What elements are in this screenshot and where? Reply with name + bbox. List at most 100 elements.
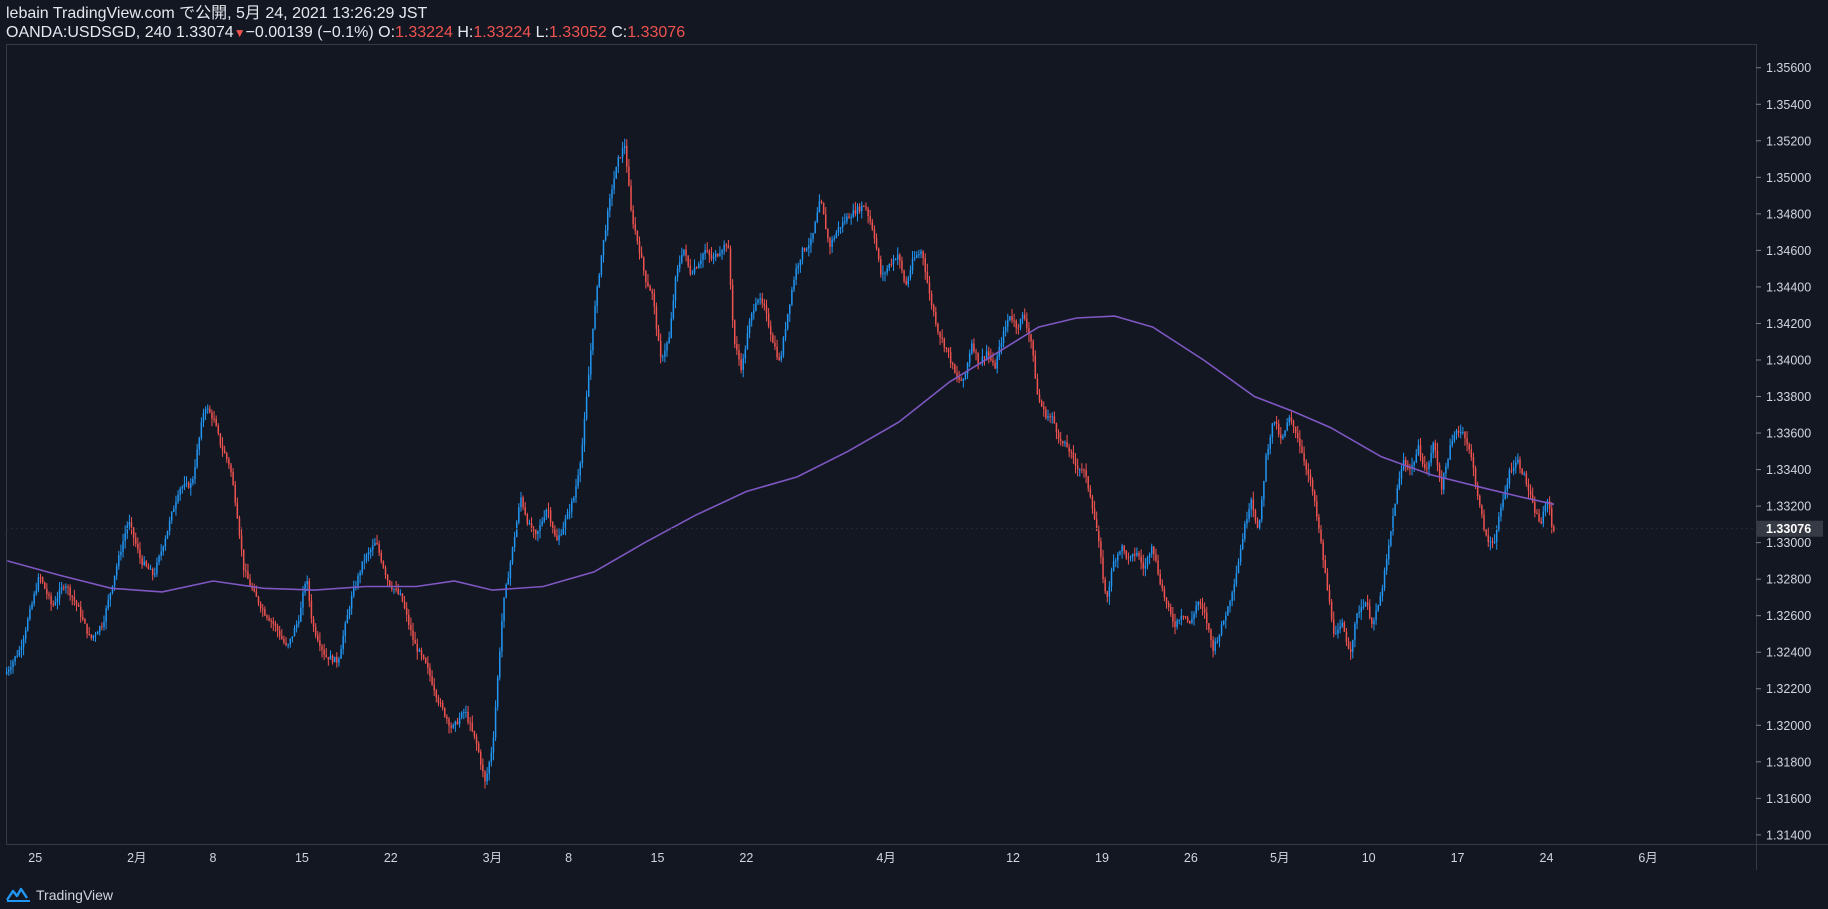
price-tick-label: 1.33200 <box>1766 500 1811 514</box>
candle-body <box>1379 596 1382 606</box>
footer-brand[interactable]: TradingView <box>36 887 114 903</box>
candle-body <box>107 599 109 609</box>
candle-body <box>1017 327 1020 329</box>
candle-body <box>314 626 317 636</box>
time-tick-label: 3月 <box>483 851 502 865</box>
candle-body <box>1184 616 1187 618</box>
candle-body <box>1548 501 1551 509</box>
last-price-label: 1.33076 <box>1766 522 1811 536</box>
candle-body <box>803 248 806 251</box>
candle-body <box>196 449 198 467</box>
candle-body <box>1398 478 1401 489</box>
tradingview-logo-icon[interactable] <box>6 887 32 903</box>
candle-body <box>226 453 228 459</box>
candle-body <box>380 552 383 562</box>
candle-body <box>382 561 385 568</box>
price-tick-label: 1.34000 <box>1766 353 1811 367</box>
candle-body <box>518 507 520 523</box>
candle-body <box>24 630 27 639</box>
time-axis[interactable]: 25 2月 8 15 22 3月 8 15 22 4月 12 19 26 5月 10 17 24 6月 <box>28 851 1658 865</box>
candle-body <box>151 568 154 575</box>
candle-body <box>232 472 234 485</box>
candle-body <box>156 562 158 574</box>
candle-body <box>789 304 791 314</box>
candle-body <box>799 259 802 266</box>
candle-body <box>668 337 670 343</box>
candle-body <box>1216 641 1219 643</box>
candle-body <box>613 178 615 190</box>
price-tick-label: 1.32600 <box>1766 609 1811 623</box>
candle-body <box>528 523 531 525</box>
candle-body <box>405 607 408 615</box>
candle-body <box>460 712 463 718</box>
candle-body <box>223 450 226 454</box>
candle-body <box>1474 468 1477 485</box>
candle-body <box>556 535 558 541</box>
candle-body <box>340 648 342 659</box>
candle-body <box>797 265 799 269</box>
candle-body <box>1026 318 1028 329</box>
candle-body <box>937 323 939 333</box>
candle-body <box>183 483 186 487</box>
candle-body <box>1167 603 1170 607</box>
candle-body <box>494 707 497 738</box>
candle-body <box>545 509 548 518</box>
candle-body <box>566 512 569 519</box>
candle-body <box>79 606 82 617</box>
candle-body <box>492 737 495 753</box>
price-axis[interactable]: 1.35600 1.35400 1.35200 1.35000 1.34800 1.346… <box>1756 61 1811 842</box>
candle-body <box>884 272 886 274</box>
candle-body <box>903 270 905 282</box>
symbol-name[interactable]: OANDA:USDSGD, 240 <box>6 24 172 41</box>
candle-body <box>1180 615 1183 620</box>
candle-body <box>1051 416 1053 418</box>
candle-body <box>691 272 694 274</box>
candle-body <box>746 333 749 350</box>
candle-body <box>700 260 702 265</box>
candle-body <box>515 522 518 537</box>
candle-body <box>564 518 567 528</box>
candle-body <box>357 575 359 587</box>
candle-body <box>1182 615 1185 617</box>
candle-body <box>1294 426 1297 434</box>
candle-body <box>378 544 380 553</box>
candle-body <box>733 320 736 345</box>
time-tick-label: 2月 <box>127 851 146 865</box>
candle-body <box>899 254 901 261</box>
candle-body <box>1360 607 1363 613</box>
candle-body <box>941 337 943 339</box>
candle-body <box>1066 442 1068 448</box>
candle-body <box>1208 623 1210 630</box>
candle-body <box>1161 584 1164 589</box>
candle-body <box>1352 639 1354 652</box>
candle-body <box>467 712 469 723</box>
candle-body <box>1199 602 1202 605</box>
candle-body <box>247 571 249 579</box>
candle-body <box>729 248 732 285</box>
candle-body <box>822 202 825 215</box>
candle-body <box>1023 314 1026 319</box>
candle-body <box>1462 431 1464 433</box>
candle-body <box>1104 579 1106 592</box>
candle-body <box>268 617 270 621</box>
candle-body <box>727 245 730 249</box>
candle-body <box>333 656 336 663</box>
price-tick-label: 1.33400 <box>1766 463 1811 477</box>
candle-body <box>1189 620 1191 624</box>
candle-body <box>549 510 552 523</box>
candle-body <box>1157 560 1159 574</box>
candle-body <box>1178 619 1180 621</box>
candle-body <box>1542 511 1545 524</box>
candle-body <box>1064 442 1066 444</box>
candle-body <box>1089 488 1092 497</box>
candle-body <box>524 507 526 515</box>
candle-body <box>511 547 514 563</box>
candle-body <box>219 433 222 446</box>
candle-body <box>1383 570 1386 589</box>
candle-body <box>439 702 442 704</box>
candle-body <box>636 230 639 242</box>
candle-body <box>791 289 793 305</box>
candle-body <box>653 293 656 307</box>
candle-body <box>882 273 884 275</box>
